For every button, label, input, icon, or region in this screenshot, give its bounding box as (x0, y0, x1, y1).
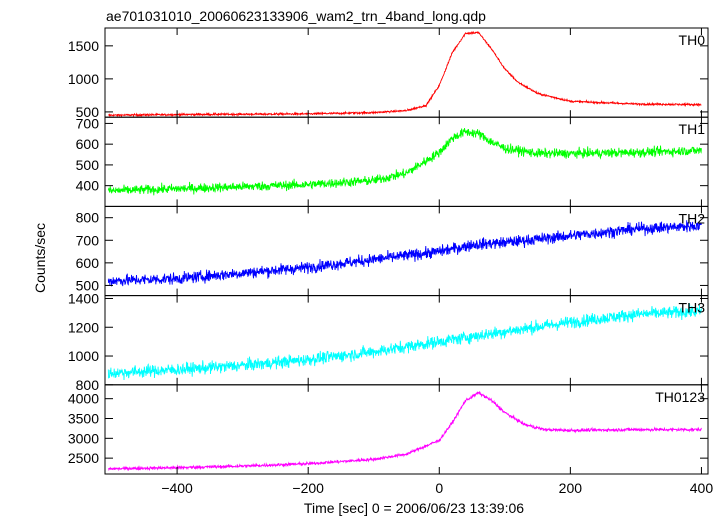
y-tick-label: 700 (76, 115, 100, 131)
x-tick-label: −200 (292, 480, 324, 496)
series-label: TH2 (679, 210, 706, 226)
y-tick-label: 700 (76, 232, 100, 248)
y-tick-label: 1400 (68, 290, 99, 306)
panel-frame (104, 384, 709, 475)
panel-frame (104, 205, 709, 297)
y-axis-label: Counts/sec (32, 223, 48, 293)
panel-th0: 500 1000 1500 TH0 (68, 27, 709, 120)
y-tick-label: 4000 (68, 391, 99, 407)
panel-th0123: 2500 3000 3500 4000 TH0123 (68, 384, 709, 475)
x-tick-label: 400 (690, 480, 714, 496)
x-axis-label: Time [sec] 0 = 2006/06/23 13:39:06 (304, 500, 524, 516)
y-tick-label: 1200 (68, 319, 99, 335)
y-tick-label: 600 (76, 136, 100, 152)
y-tick-label: 400 (76, 178, 100, 194)
y-tick-label: 3000 (68, 430, 99, 446)
panel-th1: 400 500 600 700 TH1 (76, 115, 709, 207)
panel-frame (104, 116, 709, 207)
series-line-th0123 (108, 391, 702, 472)
series-label: TH3 (679, 300, 706, 316)
series-label: TH1 (679, 121, 706, 137)
chart-title: ae701031010_20060623133906_wam2_trn_4ban… (106, 8, 486, 24)
panel-th2: 500 600 700 800 TH2 (76, 205, 709, 297)
y-tick-label: 500 (76, 157, 100, 173)
y-tick-label: 1500 (68, 38, 99, 54)
series-label: TH0123 (655, 389, 705, 405)
y-tick-label: 500 (76, 104, 100, 120)
y-tick-label: 500 (76, 277, 100, 293)
y-tick-label: 800 (76, 210, 100, 226)
x-tick-label: −400 (161, 480, 193, 496)
y-tick-label: 2500 (68, 450, 99, 466)
panels: 500 1000 1500 TH0 400 500 600 700 TH1 500 600 700 80… (68, 27, 714, 496)
panel-th3: 800 1000 1200 1400 TH3 (68, 290, 709, 393)
series-line-th3 (107, 303, 702, 381)
series-label: TH0 (679, 32, 706, 48)
series-line-th0 (108, 30, 702, 118)
y-tick-label: 3500 (68, 410, 99, 426)
series-line-th1 (107, 128, 702, 196)
panel-frame (104, 295, 709, 386)
y-tick-label: 800 (76, 377, 100, 393)
y-tick-label: 1000 (68, 348, 99, 364)
x-tick-label: 0 (435, 480, 443, 496)
x-tick-label: 200 (559, 480, 583, 496)
series-line-th2 (107, 220, 702, 287)
y-tick-label: 600 (76, 255, 100, 271)
y-tick-label: 1000 (68, 71, 99, 87)
